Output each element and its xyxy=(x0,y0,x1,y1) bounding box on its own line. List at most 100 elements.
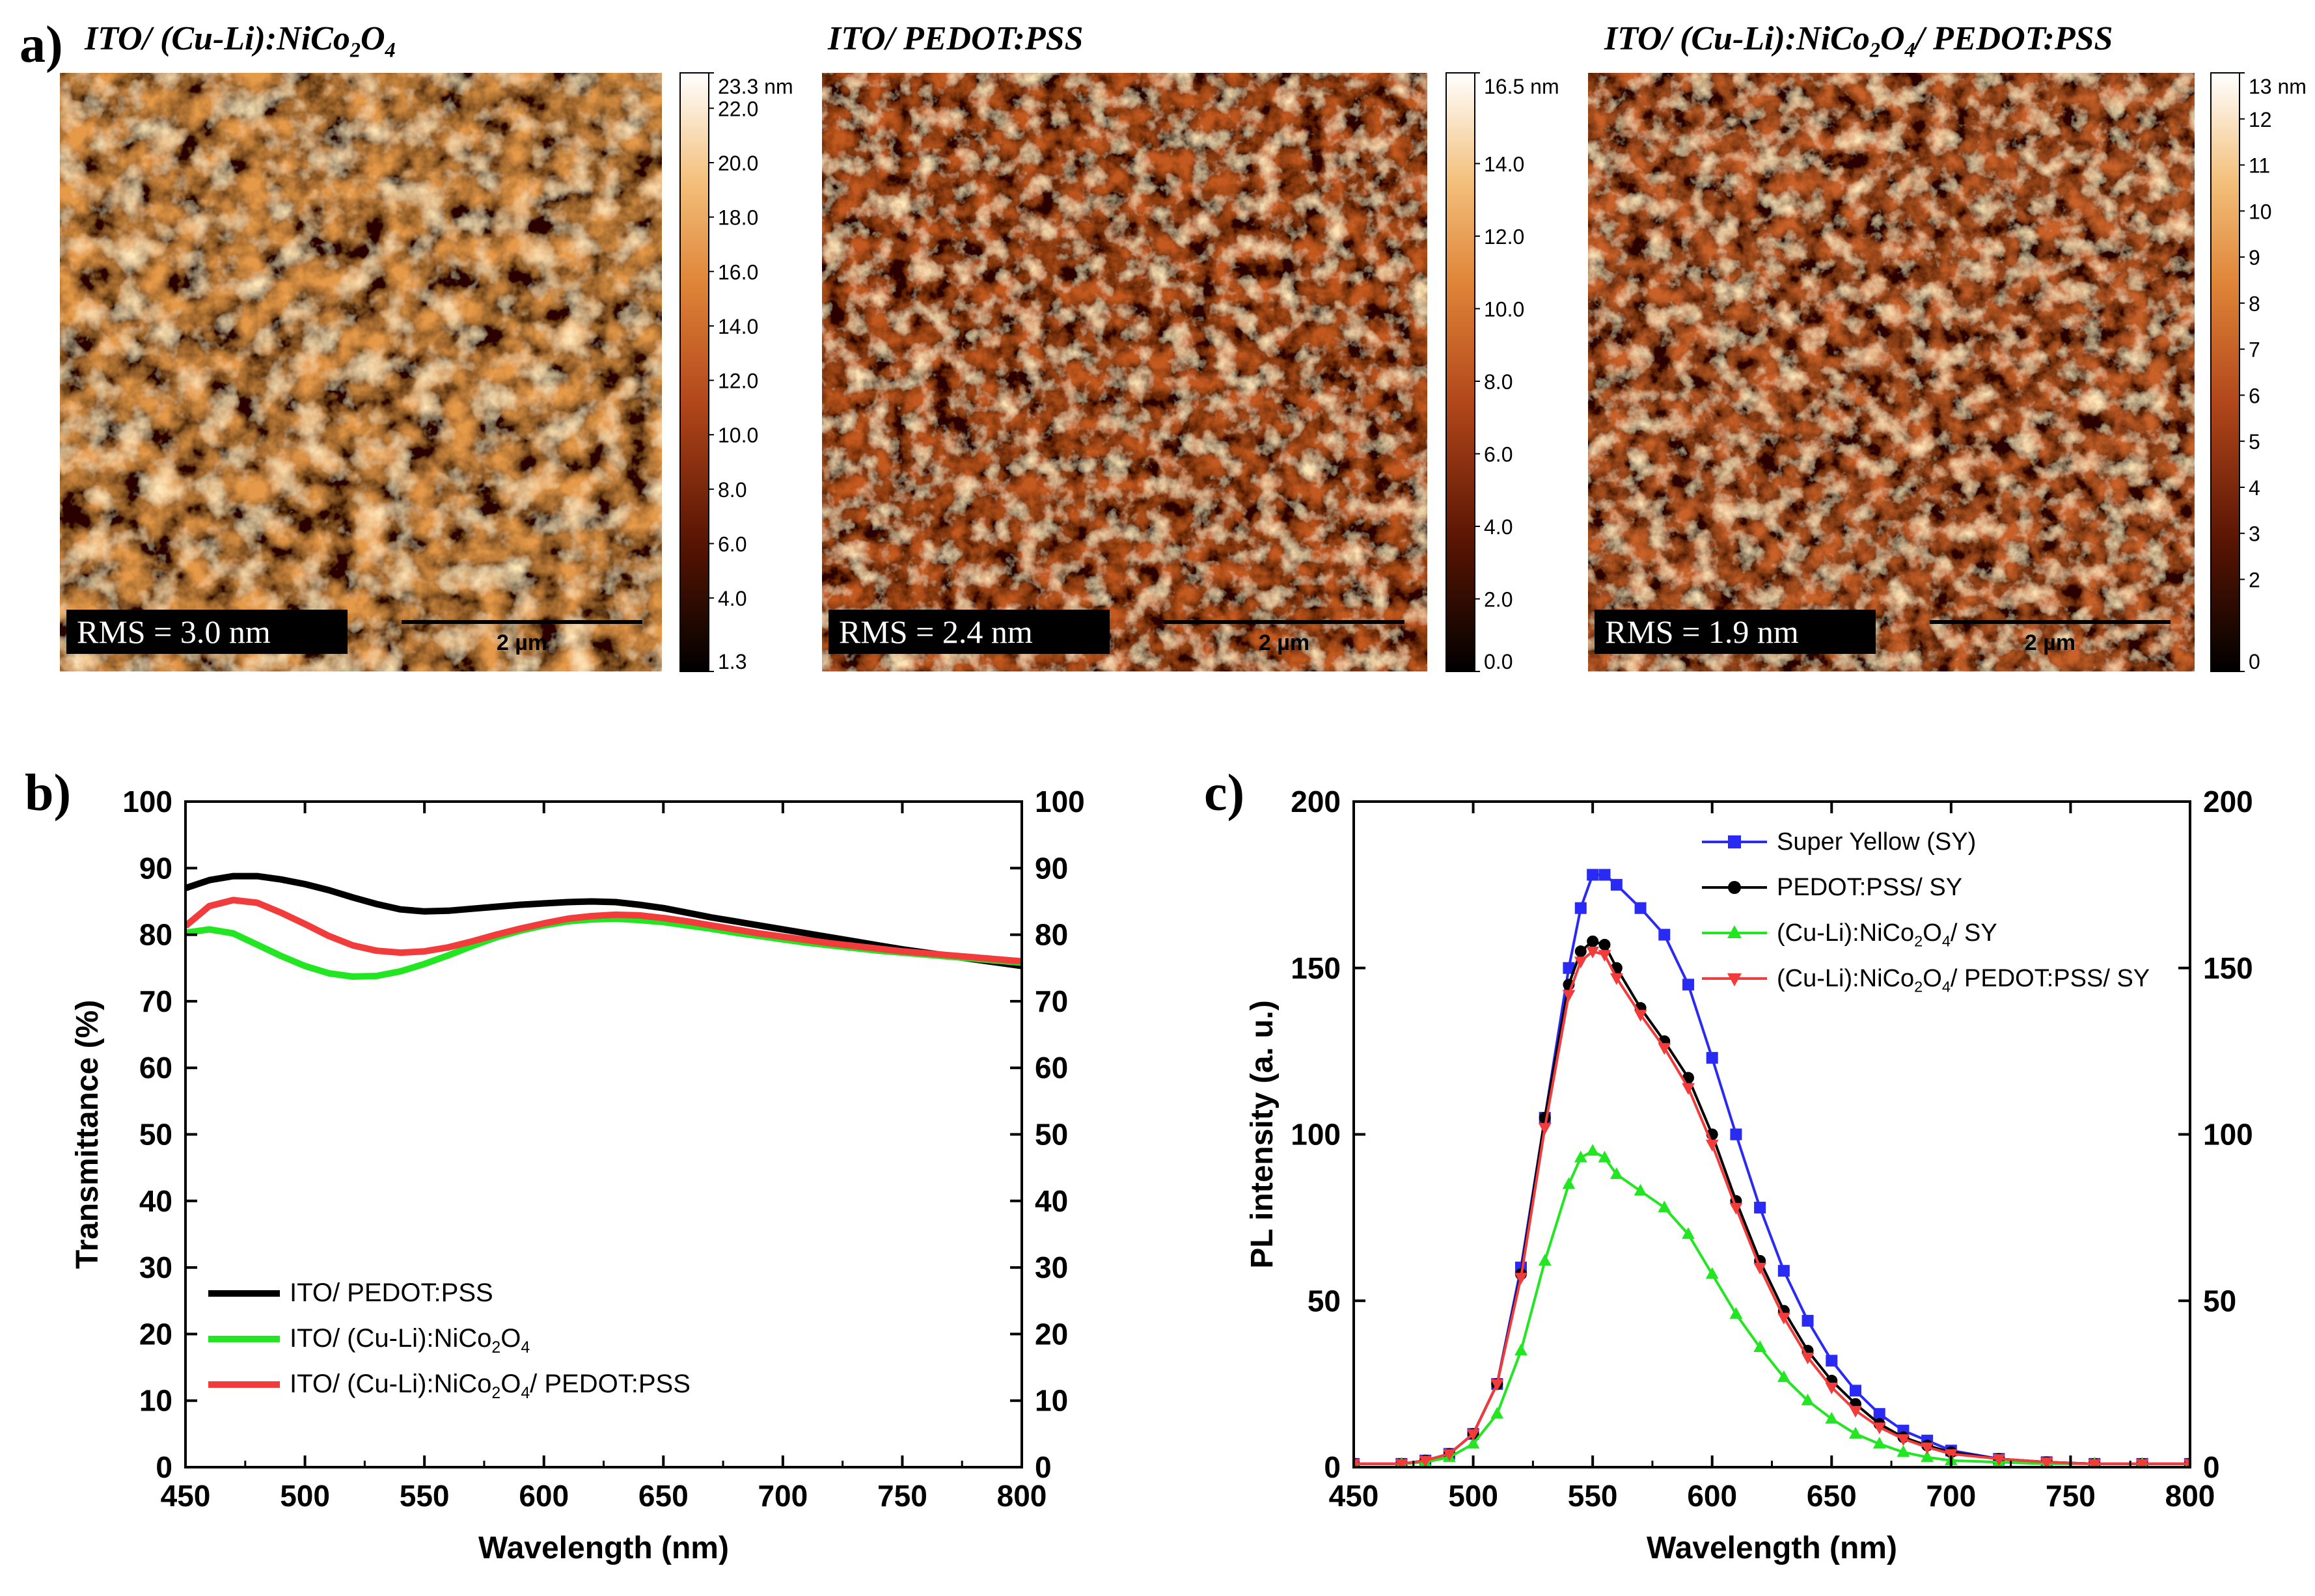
y-right-tick-label: 0 xyxy=(2203,1450,2220,1484)
data-point-3 xyxy=(1610,1167,1623,1180)
legend: Super Yellow (SY) PEDOT:PSS/ SY (Cu-Li):Ni… xyxy=(1702,828,2150,995)
data-point-4 xyxy=(1801,1353,1815,1365)
data-point-4 xyxy=(1586,946,1600,958)
y-right-tick-label: 150 xyxy=(2203,951,2253,985)
y-right-tick-label: 90 xyxy=(1035,851,1068,885)
series-line-3 xyxy=(1354,1149,2190,1465)
data-point-1 xyxy=(1682,979,1694,991)
colorbar-tick-label: 4.0 xyxy=(1484,515,1513,539)
x-tick-label: 600 xyxy=(1687,1479,1737,1513)
data-point-3 xyxy=(1538,1254,1552,1266)
panel-label-c: c) xyxy=(1204,764,1244,822)
data-point-3 xyxy=(1466,1437,1480,1449)
data-point-3 xyxy=(1872,1437,1886,1449)
series-group xyxy=(185,872,1022,980)
data-point-4 xyxy=(1574,956,1587,969)
data-point-1 xyxy=(1598,869,1611,881)
y-axis-label: Transmittance (%) xyxy=(70,1000,105,1269)
legend-label-part: / PEDOT:PSS/ SY xyxy=(1951,965,2150,992)
panel-label-a: a) xyxy=(20,16,63,74)
x-tick-label: 700 xyxy=(1926,1479,1976,1513)
y-axis-label: PL intensity (a. u.) xyxy=(1245,1000,1280,1269)
y-tick-label: 80 xyxy=(139,918,172,952)
legend-label-part: 4 xyxy=(1942,932,1951,949)
data-point-3 xyxy=(1777,1370,1790,1383)
colorbar-tick-label: 0 xyxy=(2249,650,2260,673)
legend-label: (Cu-Li):NiCo2O4/ PEDOT:PSS/ SY xyxy=(1777,965,2150,995)
afm-title-part: 4 xyxy=(1904,38,1915,61)
data-point-4 xyxy=(1395,1459,1408,1467)
y-tick-label: 10 xyxy=(139,1384,172,1418)
legend-label-part: 4 xyxy=(521,1385,530,1402)
data-point-4 xyxy=(1419,1455,1432,1467)
legend-label-part: O xyxy=(1923,965,1942,992)
colorbar-tick-label: 8 xyxy=(2249,292,2260,316)
afm-title-part: ITO/ (Cu-Li):NiCo xyxy=(1604,20,1870,57)
series-line-3 xyxy=(185,897,1022,965)
y-tick-label: 50 xyxy=(139,1118,172,1152)
colorbar-tick-label: 6 xyxy=(2249,384,2260,407)
data-point-3 xyxy=(1897,1445,1910,1457)
data-point-1 xyxy=(1850,1385,1861,1397)
y-tick-label: 90 xyxy=(139,851,172,885)
data-point-3 xyxy=(1574,1150,1587,1163)
legend-label-part: O xyxy=(500,1324,521,1353)
y-right-tick-label: 0 xyxy=(1035,1450,1052,1484)
legend-label-part: ITO/ (Cu-Li):NiCo xyxy=(290,1324,491,1353)
plot-frame xyxy=(1352,800,2191,1468)
y-tick-label: 0 xyxy=(1324,1450,1341,1484)
y-right-tick-label: 50 xyxy=(1035,1118,1068,1152)
afm-title-part: ITO/ PEDOT:PSS xyxy=(827,20,1083,57)
x-tick-label: 450 xyxy=(161,1479,211,1513)
colorbar-tick-label: 23.3 nm xyxy=(718,75,793,98)
legend-label-part: 2 xyxy=(1914,978,1923,995)
y-right-tick-label: 100 xyxy=(2203,1118,2253,1152)
afm-panel-1: ITO/ (Cu-Li):NiCo2O4 RMS = 3.0 nm 2 µm 23.3… xyxy=(59,20,793,673)
afm-title-part: O xyxy=(361,20,385,57)
data-point-1 xyxy=(1801,1314,1814,1327)
data-point-3 xyxy=(1490,1407,1504,1419)
y-right-tick-label: 30 xyxy=(1035,1251,1068,1284)
legend-label-part: O xyxy=(500,1370,521,1398)
legend-label-part: 4 xyxy=(521,1339,530,1357)
colorbar-tick-label: 4.0 xyxy=(718,587,747,610)
y-right-tick-label: 70 xyxy=(1035,984,1068,1018)
colorbar-tick-label: 6.0 xyxy=(718,532,747,556)
legend-marker xyxy=(1727,973,1742,986)
data-point-4 xyxy=(1598,950,1611,962)
legend-label: ITO/ PEDOT:PSS xyxy=(290,1278,493,1307)
legend-label: Super Yellow (SY) xyxy=(1777,828,1976,856)
data-point-4 xyxy=(1658,1043,1671,1055)
data-point-1 xyxy=(1563,962,1575,974)
x-tick-label: 550 xyxy=(1568,1479,1618,1513)
legend-label-part: (Cu-Li):NiCo xyxy=(1777,965,1914,992)
rms-box xyxy=(1595,610,1876,654)
data-point-4 xyxy=(1944,1449,1958,1461)
x-tick-label: 650 xyxy=(638,1479,689,1513)
x-tick-label: 750 xyxy=(877,1479,927,1513)
data-point-1 xyxy=(1730,1128,1742,1141)
legend-label-part: 2 xyxy=(491,1339,500,1357)
data-point-3 xyxy=(1825,1412,1839,1424)
x-tick-label: 450 xyxy=(1329,1479,1379,1513)
x-tick-label: 700 xyxy=(758,1479,808,1513)
legend-marker xyxy=(1727,925,1742,938)
legend-label-part: PEDOT:PSS/ SY xyxy=(1777,874,1962,901)
data-point-4 xyxy=(2040,1457,2053,1467)
colorbar-tick-label: 18.0 xyxy=(718,206,758,230)
afm-title-part: 2 xyxy=(349,38,361,61)
x-tick-label: 800 xyxy=(2165,1479,2215,1513)
x-tick-label: 600 xyxy=(519,1479,569,1513)
data-point-4 xyxy=(1354,1459,1360,1467)
data-point-4 xyxy=(2088,1459,2102,1467)
rms-value: RMS = 2.4 nm xyxy=(839,614,1033,650)
pl-intensity-chart: 450 500 550 600 650 700 750 8000501001502000501… xyxy=(1245,785,2253,1565)
x-tick-label: 800 xyxy=(997,1479,1047,1513)
legend-marker xyxy=(1728,881,1741,894)
colorbar-tick-label: 12.0 xyxy=(718,370,758,393)
y-right-tick-label: 20 xyxy=(1035,1317,1068,1351)
transmittance-chart: 450 500 550 600 650 700 750 8000102030405060708… xyxy=(70,785,1085,1565)
legend-label: PEDOT:PSS/ SY xyxy=(1777,874,1962,901)
legend-label: (Cu-Li):NiCo2O4/ SY xyxy=(1777,919,1997,949)
